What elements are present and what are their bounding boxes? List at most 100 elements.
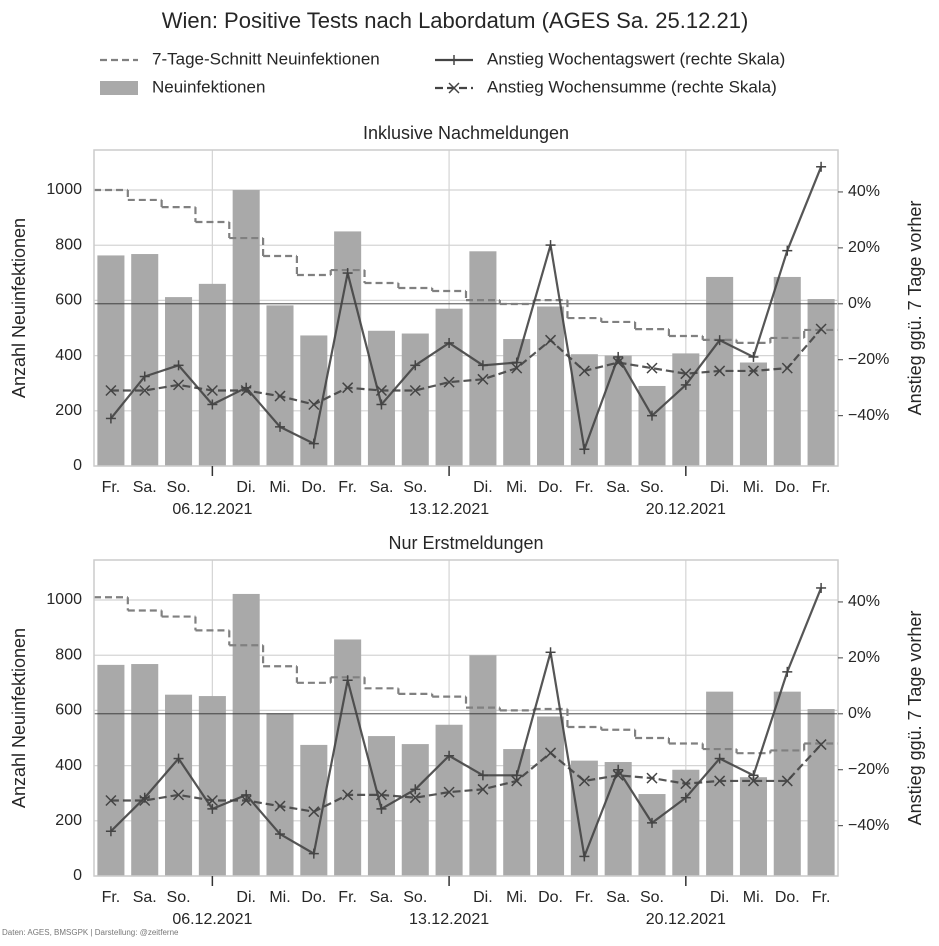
point-marker — [511, 775, 523, 787]
y-tick-label: 1000 — [46, 591, 82, 608]
point-marker — [477, 360, 488, 371]
point-marker — [342, 675, 353, 686]
point-marker — [206, 794, 218, 807]
point-marker — [375, 789, 387, 801]
point-marker — [207, 803, 218, 814]
x-tick-label: Di. — [236, 889, 256, 906]
series-line — [110, 166, 823, 454]
plot-frame — [93, 559, 839, 877]
x-tick-label: Sa. — [133, 889, 157, 906]
y2-tick-label: 40% — [848, 593, 880, 610]
marker-stroke — [274, 800, 286, 812]
x-tick-label: So. — [167, 889, 191, 906]
marker-stroke — [781, 775, 793, 787]
marker-stroke — [375, 789, 387, 801]
point-marker — [748, 770, 759, 781]
y2-tick-label: −40% — [848, 407, 889, 424]
point-marker — [240, 384, 252, 397]
x-tick-label: Do. — [538, 479, 563, 496]
marker-stroke — [448, 82, 460, 94]
point-marker — [477, 373, 489, 385]
point-marker — [714, 335, 725, 346]
marker-stroke — [173, 379, 185, 391]
x-tick-label: Di. — [710, 479, 730, 496]
bar — [334, 231, 362, 466]
marker-stroke — [511, 775, 523, 787]
marker-stroke — [240, 384, 252, 397]
legend-item: 7-Tage-Schnitt Neuinfektionen — [100, 49, 380, 68]
point-marker — [477, 783, 489, 795]
point-marker — [173, 789, 185, 801]
x-tick-label: Mi. — [269, 479, 290, 496]
subplot-title: Inklusive Nachmeldungen — [363, 123, 569, 143]
bar — [807, 299, 835, 466]
point-marker — [376, 399, 387, 410]
bar — [266, 305, 294, 466]
y-tick-label: 400 — [55, 347, 82, 364]
figure-title: Wien: Positive Tests nach Labordatum (AG… — [162, 8, 749, 33]
x-tick-label: Fr. — [575, 479, 594, 496]
bar — [232, 190, 260, 467]
x-tick-label: Fr. — [102, 479, 121, 496]
x-tick-label: Di. — [473, 889, 493, 906]
x-tick-label: Mi. — [269, 889, 290, 906]
point-marker — [680, 778, 692, 790]
marker-stroke — [206, 794, 218, 807]
bar — [706, 691, 734, 876]
bar — [198, 283, 226, 466]
point-marker — [105, 384, 117, 397]
bar — [503, 749, 531, 876]
bar — [97, 255, 125, 466]
y-axis-title: Anzahl Neuinfektionen — [9, 218, 29, 398]
y2-tick-label: −20% — [848, 351, 889, 368]
marker-stroke — [578, 365, 590, 377]
series-line — [110, 328, 822, 406]
point-marker — [240, 794, 252, 807]
bar — [367, 330, 395, 466]
point-marker — [646, 362, 658, 374]
x-tick-label: Sa. — [606, 889, 630, 906]
point-marker — [714, 365, 726, 377]
marker-stroke — [578, 775, 590, 787]
marker-stroke — [545, 747, 557, 759]
marker-stroke — [680, 778, 692, 790]
bar — [165, 297, 193, 466]
x-tick-label: Fr. — [102, 889, 121, 906]
x-tick-label: So. — [640, 479, 664, 496]
bar — [97, 664, 125, 876]
point-marker — [375, 384, 387, 397]
marker-stroke — [308, 398, 320, 411]
point-marker — [612, 357, 624, 369]
marker-stroke — [747, 365, 759, 377]
point-marker — [747, 365, 759, 377]
point-marker — [105, 413, 116, 424]
bar — [131, 664, 159, 876]
marker-stroke — [274, 390, 286, 402]
legend-label: Anstieg Wochentagswert (rechte Skala) — [487, 49, 785, 68]
x-date-label: 06.12.2021 — [172, 501, 252, 518]
point-marker — [511, 362, 523, 374]
point-marker — [714, 753, 725, 764]
y2-tick-label: 0% — [848, 705, 871, 722]
x-date-label: 06.12.2021 — [172, 911, 252, 928]
series-line — [110, 587, 823, 861]
point-marker — [173, 360, 184, 371]
legend-swatch — [100, 81, 138, 95]
legend-label: Neuinfektionen — [152, 77, 265, 96]
marker-stroke — [714, 775, 726, 787]
x-tick-label: Do. — [775, 479, 800, 496]
bar — [469, 655, 497, 876]
marker-stroke — [545, 334, 557, 346]
x-tick-label: Do. — [301, 889, 326, 906]
point-marker — [714, 775, 726, 787]
marker-stroke — [714, 365, 726, 377]
point-marker — [139, 371, 150, 382]
point-marker — [477, 770, 488, 781]
point-marker — [815, 739, 827, 751]
point-marker — [545, 240, 556, 251]
legend-label: Anstieg Wochensumme (rechte Skala) — [487, 77, 777, 96]
x-tick-label: Di. — [473, 479, 493, 496]
x-tick-label: So. — [640, 889, 664, 906]
point-marker — [781, 775, 793, 787]
series-line — [110, 743, 822, 813]
